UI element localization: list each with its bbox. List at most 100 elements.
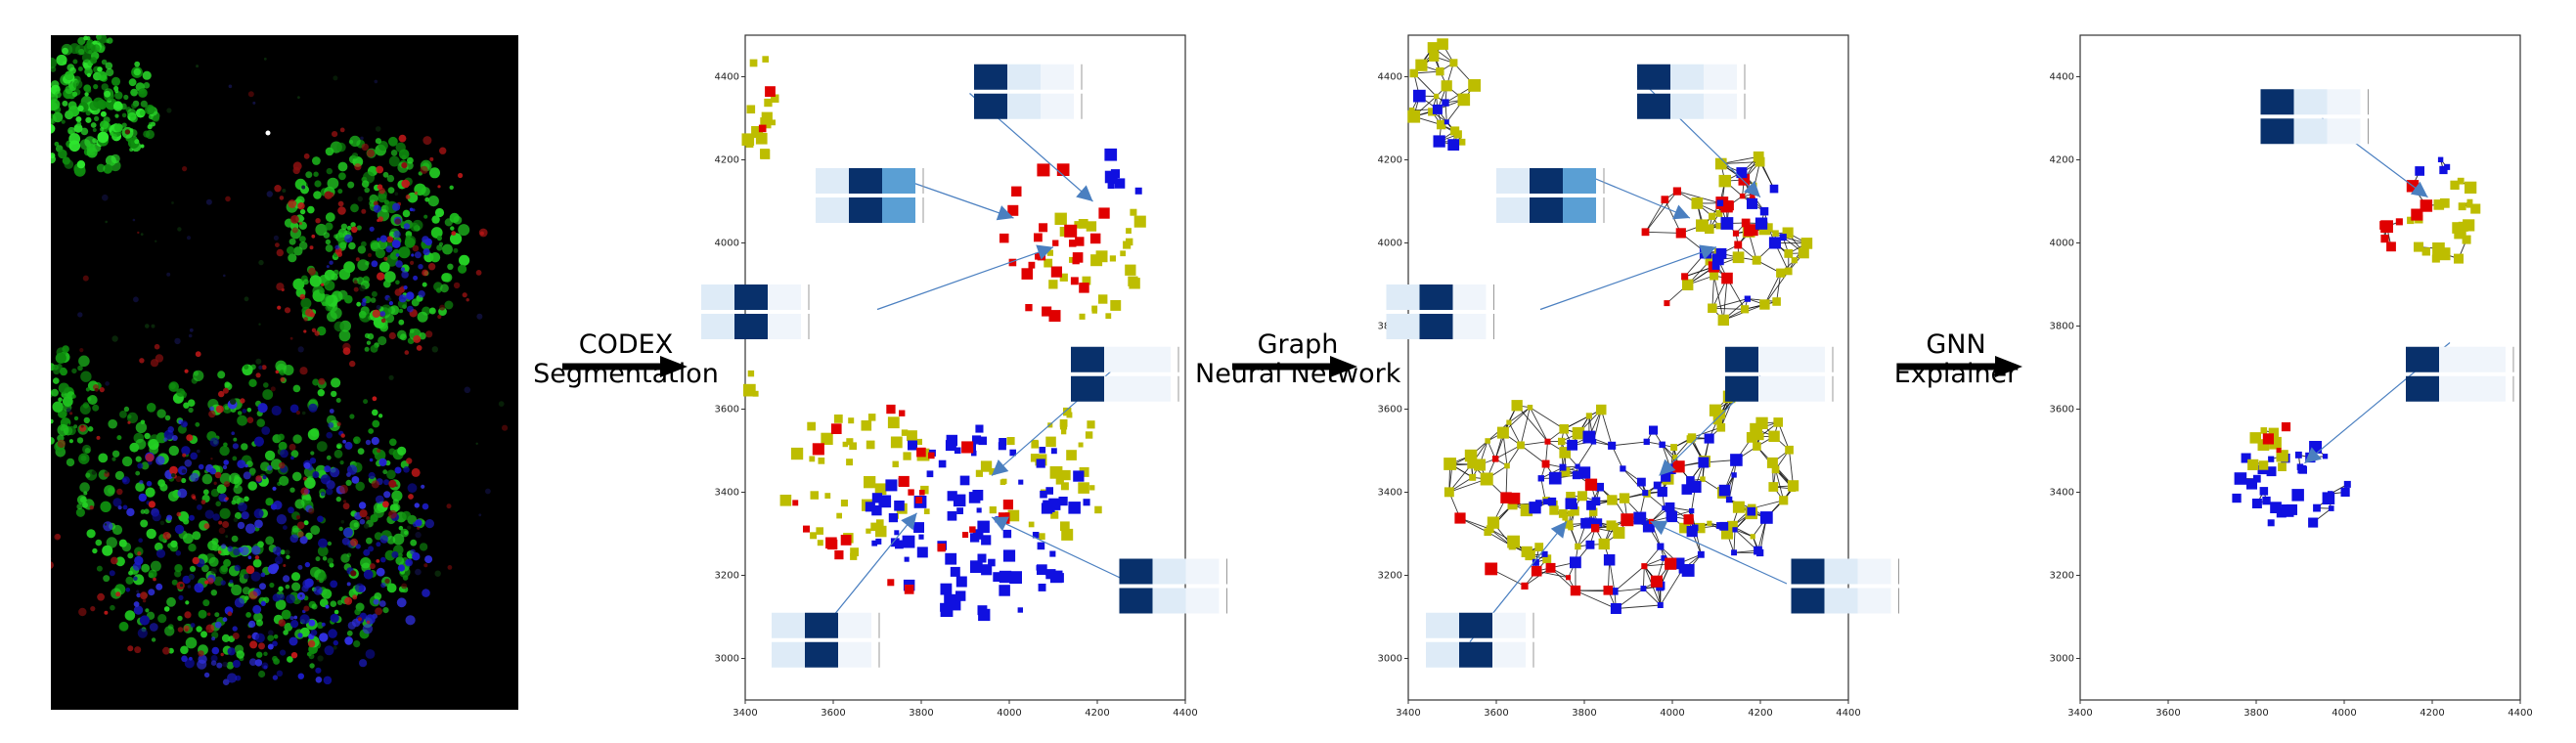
stain-blob (75, 507, 85, 517)
stain-blob (453, 282, 461, 289)
stain-blob (368, 471, 376, 480)
stain-blob (434, 207, 445, 218)
cell-point-yellow (2457, 177, 2465, 185)
stain-blob (137, 462, 144, 469)
cell-point-yellow (1484, 528, 1492, 537)
heatmap-inset (1637, 64, 1746, 119)
stain-blob (253, 612, 263, 622)
stain-blob (341, 537, 350, 546)
cell-point-yellow (833, 415, 843, 423)
cell-point-red (1485, 562, 1498, 576)
heatmap-cell (2439, 346, 2472, 372)
stain-blob (119, 411, 127, 418)
cell-point-blue (2232, 493, 2242, 503)
cell-point-blue (1032, 532, 1040, 539)
stain-blob (369, 458, 374, 462)
stain-blob (400, 528, 410, 538)
cell-point-blue (1541, 550, 1548, 557)
stain-blob (218, 527, 226, 535)
stain-blob (325, 239, 332, 245)
cell-point-yellow (2278, 462, 2287, 471)
cell-point-blue (1038, 584, 1046, 591)
stain-blob (140, 509, 146, 514)
stain-blob (166, 272, 171, 277)
graph-edge (1720, 155, 1759, 165)
stain-blob (374, 449, 386, 461)
stain-blob (328, 629, 337, 638)
stain-blob (91, 470, 97, 475)
stain-blob (348, 241, 356, 250)
cell-point-blue (1002, 549, 1016, 562)
stain-blob (312, 471, 320, 478)
x-tick-label: 4200 (2420, 708, 2444, 719)
cell-point-red (1681, 273, 1689, 281)
heatmap-cell (1492, 612, 1526, 638)
stain-blob (169, 465, 178, 475)
stain-blob (201, 564, 209, 573)
stain-blob (61, 119, 66, 124)
stain-blob (121, 476, 130, 485)
stain-blob (188, 574, 194, 580)
stain-blob (395, 556, 405, 565)
cell-point-red (1070, 277, 1079, 285)
stain-blob (100, 120, 110, 130)
stain-blob (272, 593, 281, 602)
cell-point-yellow (1061, 528, 1074, 541)
stain-blob (97, 66, 103, 72)
stain-blob (65, 85, 73, 95)
stain-blob (357, 196, 363, 202)
stain-blob (402, 209, 411, 218)
stain-blob (114, 470, 124, 480)
heatmap-cell (768, 314, 801, 339)
stain-blob (185, 600, 190, 605)
stain-blob (284, 307, 291, 314)
stain-blob (224, 405, 230, 411)
cell-point-yellow (846, 438, 854, 446)
cell-point-blue (1586, 501, 1596, 510)
cell-point-yellow (1558, 437, 1566, 446)
stain-blob (357, 448, 365, 455)
cell-point-blue (1643, 438, 1650, 445)
stain-blob (429, 252, 441, 263)
graph-edge (1612, 441, 1647, 447)
stain-blob (194, 583, 204, 593)
heatmap-cell (1452, 314, 1487, 339)
stain-blob (330, 580, 338, 589)
stain-blob (412, 208, 416, 212)
stain-blob (330, 307, 342, 320)
stain-blob (250, 471, 255, 476)
stain-blob (395, 280, 400, 285)
microscopy-image (51, 35, 518, 710)
stain-blob (314, 180, 322, 188)
stain-blob (407, 192, 419, 203)
stain-blob (210, 568, 217, 575)
stain-blob (380, 318, 386, 324)
stain-blob (134, 555, 144, 566)
stain-blob (163, 606, 170, 612)
step-arrow-explainer (1897, 356, 2022, 377)
stain-blob (265, 498, 274, 506)
cell-point-blue (1037, 542, 1045, 550)
stain-blob (51, 57, 57, 69)
cell-point-yellow (850, 547, 859, 556)
stain-blob (375, 248, 385, 259)
stain-blob (318, 572, 328, 582)
stain-blob (77, 105, 84, 112)
stain-blob (99, 387, 105, 393)
cell-point-yellow (1779, 496, 1789, 505)
stain-blob (311, 603, 318, 610)
cell-point-yellow (1570, 506, 1579, 516)
heatmap-inset (701, 284, 810, 339)
cell-point-yellow (1695, 522, 1706, 534)
cell-point-yellow (824, 493, 831, 499)
stain-blob (269, 582, 275, 589)
stain-blob (186, 236, 192, 240)
stain-blob (181, 446, 191, 456)
heatmap-cell (1071, 375, 1104, 402)
stain-blob (67, 423, 70, 427)
stain-blob (84, 92, 89, 97)
cell-point-yellow (1679, 522, 1690, 534)
stain-blob (92, 404, 100, 412)
heatmap-cell (1119, 588, 1153, 614)
stain-blob (247, 555, 252, 559)
